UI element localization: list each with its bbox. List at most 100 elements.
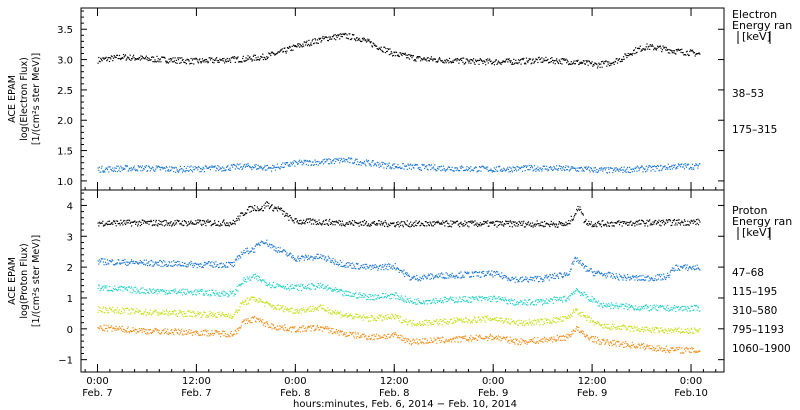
- proton-data-point: [369, 265, 372, 267]
- proton-data-point: [258, 275, 260, 277]
- electron-data-point: [620, 169, 622, 171]
- electron-data-point: [408, 58, 410, 60]
- proton-data-point: [420, 302, 422, 304]
- proton-data-point: [218, 225, 220, 227]
- proton-data-point: [252, 296, 254, 298]
- electron-data-point: [544, 168, 546, 170]
- proton-data-point: [418, 279, 420, 281]
- proton-data-point: [126, 288, 128, 291]
- proton-data-point: [657, 221, 659, 223]
- proton-data-point: [290, 256, 293, 258]
- electron-data-point: [394, 163, 396, 165]
- electron-data-point: [201, 169, 204, 171]
- proton-data-point: [147, 311, 149, 314]
- proton-data-point: [100, 287, 102, 290]
- proton-data-point: [449, 297, 451, 299]
- proton-data-point: [216, 292, 218, 294]
- electron-data-point: [237, 167, 239, 170]
- electron-data-point: [587, 166, 589, 168]
- electron-data-point: [331, 162, 333, 164]
- electron-data-point: [185, 170, 187, 172]
- proton-data-point: [637, 309, 639, 311]
- proton-data-point: [637, 307, 639, 309]
- proton-data-point: [527, 304, 529, 306]
- electron-data-point: [507, 61, 509, 63]
- proton-data-point: [450, 298, 453, 300]
- electron-data-point: [302, 43, 304, 45]
- proton-data-point: [519, 222, 522, 224]
- proton-data-point: [104, 225, 106, 227]
- proton-data-point: [456, 301, 458, 303]
- proton-data-point: [186, 315, 188, 317]
- proton-data-point: [179, 223, 181, 225]
- proton-data-point: [418, 220, 420, 222]
- proton-data-point: [272, 209, 274, 211]
- proton-data-point: [352, 267, 354, 269]
- electron-data-point: [110, 58, 112, 60]
- proton-data-point: [143, 292, 145, 294]
- proton-data-point: [469, 301, 471, 303]
- proton-data-point: [288, 253, 291, 255]
- proton-data-point: [104, 285, 107, 287]
- proton-data-point: [177, 220, 179, 222]
- electron-data-point: [565, 165, 567, 167]
- proton-data-point: [573, 216, 575, 218]
- proton-data-point: [566, 297, 568, 299]
- proton-data-point: [313, 285, 315, 287]
- electron-data-point: [179, 57, 181, 59]
- electron-data-point: [468, 166, 470, 169]
- proton-data-point: [413, 275, 415, 277]
- proton-data-point: [102, 258, 104, 260]
- proton-data-point: [596, 301, 598, 303]
- electron-data-point: [224, 170, 226, 172]
- proton-data-point: [466, 222, 468, 224]
- proton-data-point: [339, 289, 341, 291]
- electron-data-point: [522, 58, 524, 61]
- electron-data-point: [436, 168, 439, 170]
- electron-data-point: [406, 54, 408, 56]
- proton-data-point: [216, 265, 218, 267]
- electron-data-point: [205, 165, 207, 167]
- proton-data-point: [110, 260, 112, 263]
- proton-data-point: [272, 304, 274, 306]
- electron-data-point: [421, 163, 423, 165]
- proton-data-point: [314, 219, 316, 221]
- electron-data-point: [544, 59, 546, 62]
- proton-data-point: [169, 293, 171, 295]
- proton-data-point: [618, 273, 621, 275]
- proton-data-point: [689, 310, 692, 312]
- proton-data-point: [669, 309, 671, 311]
- electron-data-point: [601, 66, 603, 68]
- electron-data-point: [675, 49, 677, 51]
- proton-data-point: [415, 303, 417, 305]
- electron-data-point: [318, 37, 320, 39]
- proton-data-point: [546, 302, 548, 304]
- proton-data-point: [116, 220, 118, 222]
- electron-data-point: [693, 168, 695, 170]
- proton-data-point: [625, 305, 627, 307]
- electron-data-point: [666, 49, 668, 51]
- electron-data-point: [181, 171, 183, 173]
- electron-data-point: [513, 63, 515, 65]
- proton-data-point: [373, 299, 376, 301]
- electron-data-point: [509, 166, 511, 168]
- electron-data-point: [363, 160, 366, 162]
- proton-data-point: [102, 261, 104, 263]
- electron-data-point: [493, 167, 495, 169]
- proton-data-point: [556, 300, 558, 302]
- electron-data-point: [359, 39, 361, 41]
- proton-data-point: [503, 274, 505, 277]
- proton-data-point: [572, 219, 574, 221]
- electron-data-point: [558, 62, 560, 65]
- proton-data-point: [351, 220, 354, 222]
- proton-data-point: [667, 275, 669, 277]
- electron-data-point: [458, 62, 460, 64]
- electron-data-point: [528, 165, 530, 167]
- electron-data-point: [253, 54, 255, 56]
- proton-data-point: [674, 307, 676, 309]
- electron-data-point: [281, 48, 283, 50]
- proton-data-point: [116, 262, 119, 264]
- proton-data-point: [543, 303, 545, 305]
- proton-data-point: [232, 291, 234, 293]
- proton-data-point: [630, 306, 632, 308]
